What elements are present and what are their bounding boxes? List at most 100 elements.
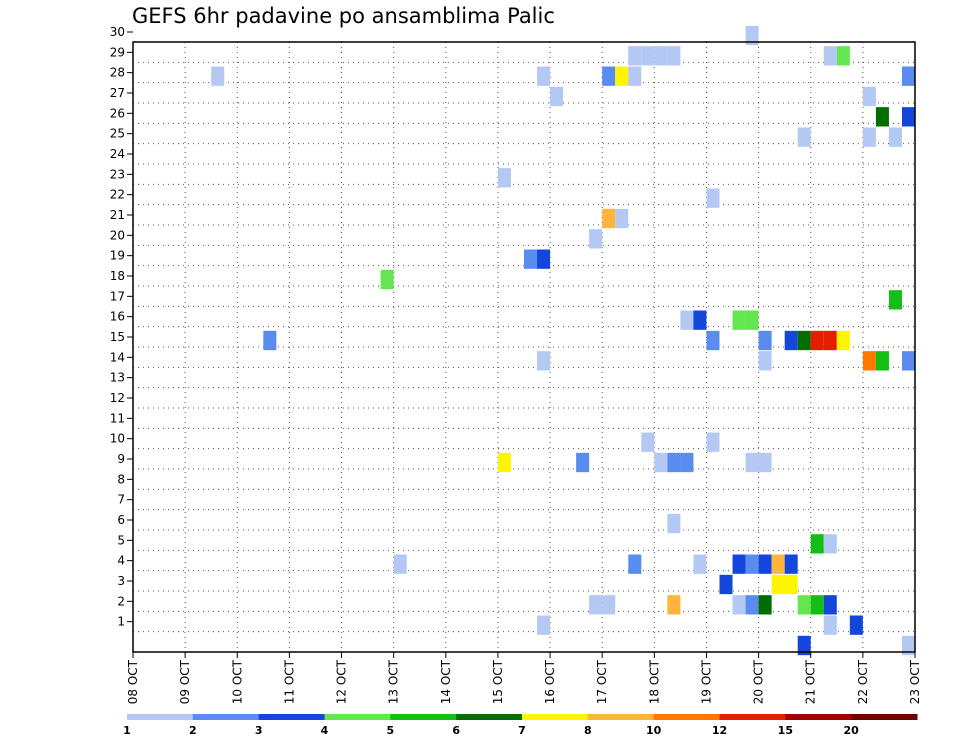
x-tick-label: 09 OCT bbox=[178, 659, 192, 704]
precip-cell bbox=[537, 66, 551, 86]
precip-cell bbox=[836, 330, 850, 351]
precip-cell bbox=[823, 595, 837, 615]
precip-cell bbox=[810, 330, 824, 351]
y-tick-label: 25 bbox=[110, 127, 125, 141]
colorbar-label: 8 bbox=[584, 724, 592, 737]
colorbar-label: 1 bbox=[123, 724, 131, 737]
x-tick-label: 08 OCT bbox=[126, 659, 140, 704]
x-tick-label: 15 OCT bbox=[491, 659, 505, 704]
precip-cell bbox=[797, 635, 811, 656]
colorbar-label: 5 bbox=[387, 724, 395, 737]
x-axis: 08 OCT 09 OCT 10 OCT 11 OCT 12 OCT 13 OCT 14 O… bbox=[126, 652, 922, 704]
precip-cell bbox=[706, 330, 720, 351]
colorbar-label: 4 bbox=[321, 724, 329, 737]
precip-cell bbox=[901, 635, 915, 656]
colorbar-label: 15 bbox=[778, 724, 793, 737]
precip-cell bbox=[901, 66, 915, 86]
y-tick-label: 30 bbox=[110, 25, 125, 39]
precip-cell bbox=[745, 554, 759, 574]
y-tick-label: 17 bbox=[110, 289, 125, 303]
precip-cell bbox=[758, 554, 772, 574]
x-tick-label: 20 OCT bbox=[752, 659, 766, 704]
y-tick-label: 26 bbox=[110, 106, 125, 120]
colorbar-segment bbox=[719, 714, 786, 720]
precip-cell bbox=[901, 107, 915, 127]
colorbar-label: 10 bbox=[646, 724, 662, 737]
colorbar-label: 20 bbox=[844, 724, 860, 737]
precip-cell bbox=[758, 452, 772, 473]
y-tick-label: 20 bbox=[110, 228, 125, 242]
precip-cell bbox=[537, 615, 551, 635]
precip-cell bbox=[758, 330, 772, 351]
precip-cell bbox=[888, 290, 902, 310]
y-tick-label: 9 bbox=[117, 452, 125, 466]
precip-cell bbox=[901, 351, 915, 371]
precip-cell bbox=[745, 452, 759, 473]
precip-cell bbox=[732, 595, 746, 615]
colorbar-segment bbox=[851, 714, 918, 720]
precip-cell bbox=[380, 269, 394, 290]
precip-cell bbox=[823, 330, 837, 351]
y-tick-label: 7 bbox=[117, 493, 125, 507]
precip-cell bbox=[888, 127, 902, 147]
precip-cell bbox=[771, 574, 785, 595]
precip-cell bbox=[771, 554, 785, 574]
precip-cell bbox=[263, 330, 277, 351]
precip-cell bbox=[784, 330, 798, 351]
precip-cell bbox=[693, 310, 707, 330]
precip-cell bbox=[211, 66, 225, 86]
y-tick-label: 13 bbox=[110, 371, 125, 385]
x-tick-label: 13 OCT bbox=[387, 659, 401, 704]
x-tick-label: 17 OCT bbox=[595, 659, 609, 704]
colorbar-label: 12 bbox=[712, 724, 727, 737]
colorbar-segment bbox=[587, 714, 655, 720]
precip-cell bbox=[667, 513, 681, 534]
x-tick-label: 14 OCT bbox=[439, 659, 453, 704]
precip-cell bbox=[615, 208, 629, 229]
colorbar-segment bbox=[785, 714, 852, 720]
precip-cell bbox=[654, 46, 668, 66]
precip-cell bbox=[875, 107, 889, 127]
precip-cell bbox=[654, 452, 668, 473]
colorbar-segment bbox=[522, 714, 589, 720]
y-tick-label: 21 bbox=[110, 208, 125, 222]
precip-cell bbox=[797, 127, 811, 147]
precip-cell bbox=[862, 351, 876, 371]
precip-cell bbox=[706, 188, 720, 208]
colorbar-label: 6 bbox=[452, 724, 460, 737]
y-tick-label: 16 bbox=[110, 310, 125, 324]
precip-cell bbox=[576, 452, 590, 473]
colorbar-segment bbox=[324, 714, 391, 720]
y-tick-label: 4 bbox=[117, 554, 125, 568]
precip-cell bbox=[628, 554, 642, 574]
colorbar-segment bbox=[192, 714, 260, 720]
y-tick-label: 6 bbox=[117, 513, 125, 527]
precip-cell bbox=[732, 554, 746, 574]
y-tick-label: 14 bbox=[110, 350, 125, 364]
precip-cell bbox=[823, 615, 837, 635]
precip-cell bbox=[667, 595, 681, 615]
x-tick-label: 11 OCT bbox=[282, 659, 296, 704]
x-tick-label: 23 OCT bbox=[908, 659, 922, 704]
x-tick-label: 16 OCT bbox=[543, 659, 557, 704]
precip-cell bbox=[550, 86, 564, 107]
precip-cell bbox=[628, 46, 642, 66]
precip-cell bbox=[680, 310, 694, 330]
precip-cell bbox=[836, 46, 850, 66]
precip-cell bbox=[589, 595, 603, 615]
precip-cell bbox=[537, 249, 551, 269]
y-tick-label: 1 bbox=[117, 615, 125, 629]
precip-cell bbox=[628, 66, 642, 86]
y-tick-label: 24 bbox=[110, 147, 125, 161]
y-tick-label: 19 bbox=[110, 249, 125, 263]
colorbar-segment bbox=[258, 714, 325, 720]
precip-cell bbox=[745, 25, 759, 46]
precip-cell bbox=[784, 574, 798, 595]
x-tick-label: 10 OCT bbox=[230, 659, 244, 704]
precip-cell bbox=[693, 554, 707, 574]
precip-cell bbox=[862, 86, 876, 107]
precip-cell bbox=[680, 452, 694, 473]
y-tick-label: 15 bbox=[110, 330, 125, 344]
y-tick-label: 3 bbox=[117, 574, 125, 588]
precip-cell bbox=[862, 127, 876, 147]
